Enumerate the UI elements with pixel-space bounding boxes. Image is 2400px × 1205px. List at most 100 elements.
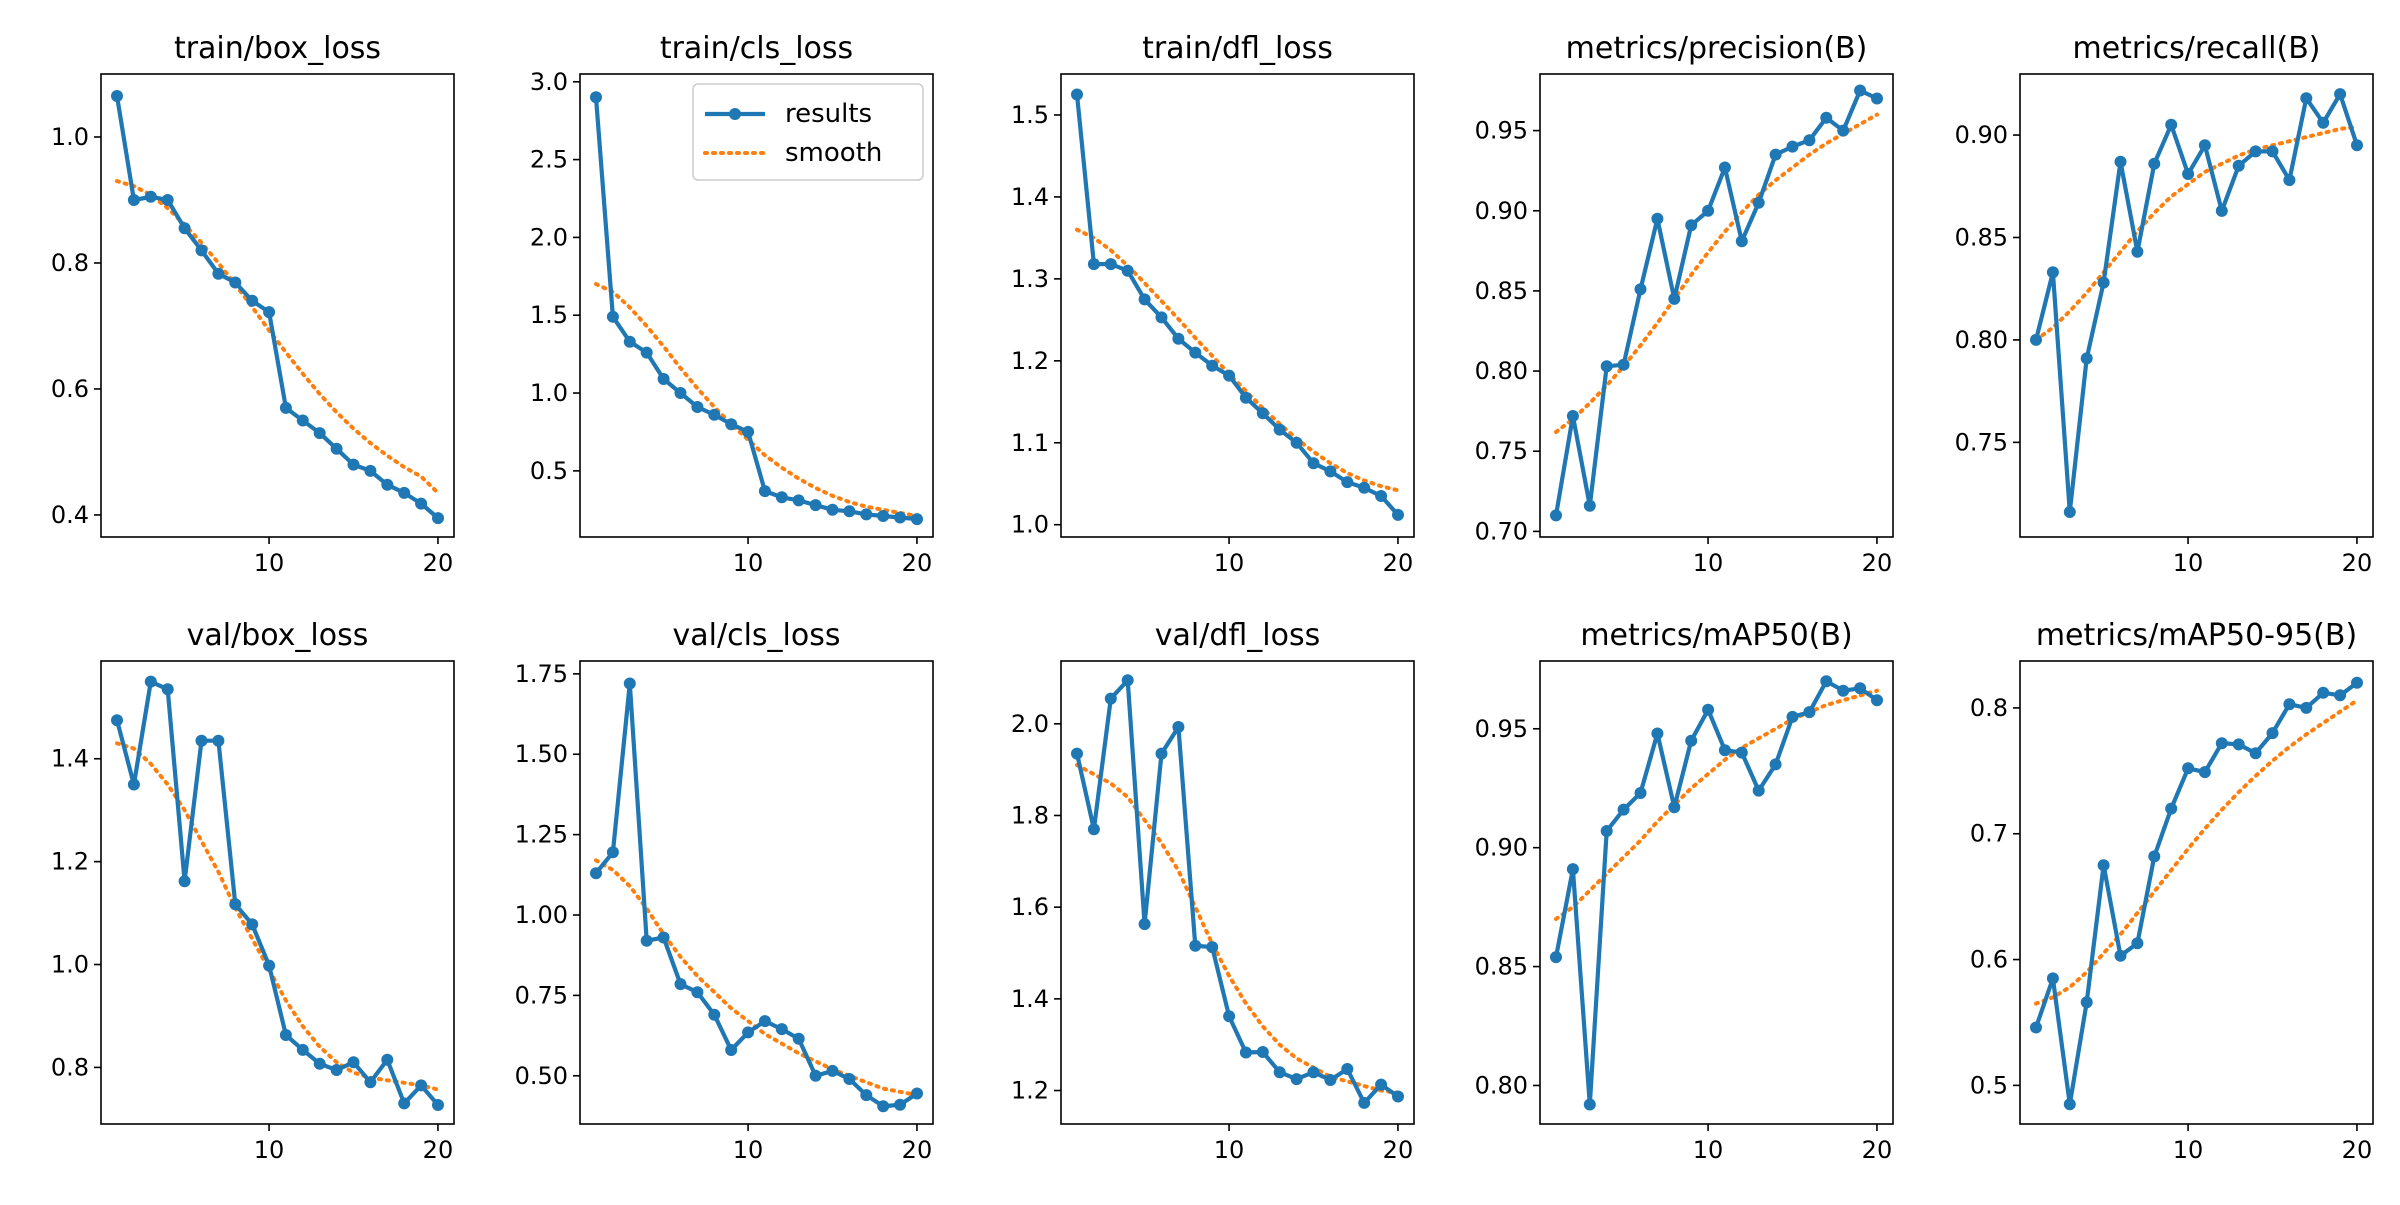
results-point <box>2114 949 2127 962</box>
y-tick-label: 1.5 <box>530 301 568 329</box>
results-point <box>590 91 602 104</box>
y-tick-label: 0.75 <box>1475 437 1528 465</box>
y-tick-label: 0.50 <box>515 1062 568 1090</box>
y-tick-label: 1.1 <box>1011 429 1049 457</box>
results-point <box>398 1097 411 1110</box>
axes-frame <box>1060 73 1415 538</box>
chart-train-box-loss: train/box_loss 10 20 0.4 0.6 0.8 1.0 <box>51 31 455 577</box>
results-point <box>1668 292 1681 305</box>
results-point <box>1651 212 1664 225</box>
results-point <box>1685 734 1698 747</box>
results-point <box>1256 407 1269 420</box>
chart-train-dfl-loss: train/dfl_loss 10 20 1.0 1.1 1.2 1.3 1.4 1.5 <box>1011 31 1415 577</box>
results-point <box>1651 727 1664 740</box>
results-point <box>347 458 360 471</box>
results-point <box>111 714 123 727</box>
smooth-line <box>2034 124 2359 342</box>
results-point <box>1087 823 1100 836</box>
results-point <box>195 734 208 747</box>
results-point <box>178 222 191 235</box>
y-tick-label: 1.3 <box>1011 265 1049 293</box>
results-point <box>826 503 839 516</box>
results-point <box>2030 333 2042 346</box>
results-point <box>2215 737 2228 750</box>
axes-frame <box>579 660 934 1125</box>
results-point <box>809 499 822 512</box>
results-point <box>2266 727 2279 740</box>
results-point <box>1341 476 1354 489</box>
results-point <box>1172 332 1185 345</box>
results-point <box>1087 258 1100 271</box>
results-point <box>1392 1090 1404 1103</box>
results-point <box>2317 686 2330 699</box>
results-point <box>2063 1098 2076 1111</box>
y-tick-label: 0.8 <box>51 249 89 277</box>
results-point <box>279 401 292 414</box>
results-point <box>691 401 704 413</box>
results-point <box>911 1087 923 1100</box>
results-point <box>606 846 619 859</box>
results-point <box>1820 675 1833 688</box>
results-point <box>1290 436 1303 449</box>
results-point <box>640 934 653 947</box>
x-tick-label: 10 <box>1693 549 1724 577</box>
results-point <box>1172 721 1185 733</box>
results-point <box>381 1053 394 1066</box>
results-point <box>1223 369 1236 382</box>
results-point <box>1071 88 1083 101</box>
x-tick-label: 20 <box>423 1136 454 1164</box>
results-point <box>178 875 191 888</box>
results-point <box>2182 762 2195 775</box>
results-point <box>2131 245 2144 258</box>
results-line <box>1074 678 1400 1106</box>
results-point <box>246 294 259 307</box>
x-tick-label: 20 <box>902 1136 933 1164</box>
y-tick-label: 3.0 <box>530 68 568 96</box>
y-tick-label: 0.7 <box>1970 820 2008 848</box>
x-tick-label: 10 <box>2173 549 2204 577</box>
results-point <box>775 491 788 504</box>
results-point <box>2198 766 2211 779</box>
smooth-line <box>594 282 919 518</box>
results-line <box>2033 91 2359 515</box>
y-tick-label: 1.25 <box>515 821 568 849</box>
y-tick-label: 0.8 <box>51 1053 89 1081</box>
results-point <box>144 190 157 203</box>
y-tick-label: 0.95 <box>1475 117 1528 145</box>
chart-title: metrics/mAP50(B) <box>1580 618 1852 653</box>
results-point <box>195 244 208 257</box>
results-point <box>1138 918 1151 931</box>
y-tick-label: 0.80 <box>1475 357 1528 385</box>
y-tick-label: 1.0 <box>1011 511 1049 539</box>
results-point <box>330 442 343 455</box>
results-point <box>1256 1046 1269 1058</box>
results-point <box>1392 508 1404 521</box>
results-point <box>725 1044 738 1056</box>
results-point <box>2266 145 2279 158</box>
chart-train-cls-loss: train/cls_loss 10 20 0.5 1.0 1.5 2.0 2.5 3.0 resu… <box>530 31 934 577</box>
results-point <box>364 1076 377 1089</box>
results-point <box>1566 863 1579 876</box>
axes-frame <box>579 73 934 538</box>
smooth-line <box>115 179 440 495</box>
results-point <box>1803 134 1816 147</box>
chart-title: train/box_loss <box>174 31 381 66</box>
results-point <box>657 931 670 944</box>
results-line <box>1074 94 1400 517</box>
results-point <box>590 867 602 880</box>
results-point <box>1189 939 1202 952</box>
axes-frame <box>100 73 455 538</box>
y-tick-label: 1.2 <box>1011 347 1049 375</box>
y-tick-label: 2.0 <box>1011 710 1049 738</box>
results-point <box>1820 111 1833 124</box>
results-point <box>1685 219 1698 232</box>
results-point <box>347 1056 360 1069</box>
legend-results-label: results <box>785 99 872 129</box>
results-point <box>2283 698 2296 711</box>
results-point <box>2334 689 2347 702</box>
results-point <box>2198 139 2211 152</box>
legend: results smooth <box>692 83 924 181</box>
chart-title: metrics/mAP50-95(B) <box>2036 618 2357 653</box>
chart-title: val/dfl_loss <box>1155 618 1320 653</box>
